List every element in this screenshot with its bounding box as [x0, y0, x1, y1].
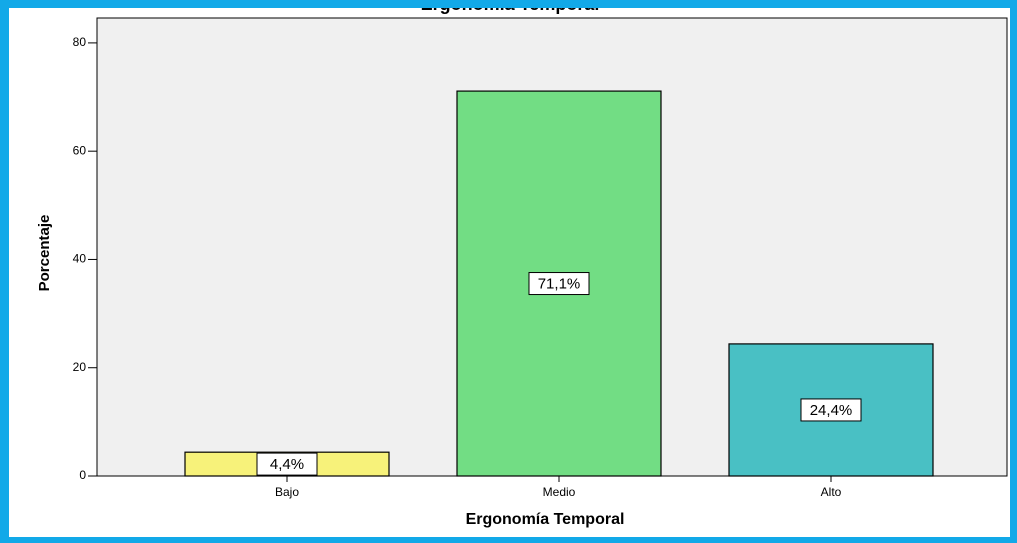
value-label: 24,4% [810, 402, 853, 419]
y-tick-label: 0 [79, 468, 86, 482]
y-tick-label: 60 [73, 143, 87, 157]
x-axis-label: Ergonomía Temporal [466, 511, 625, 528]
y-axis-label: Porcentaje [36, 215, 53, 292]
x-tick-label: Bajo [275, 485, 299, 499]
value-label-box [528, 272, 590, 296]
x-tick-label: Alto [821, 485, 842, 499]
y-tick-label: 80 [73, 35, 87, 49]
value-label: 4,4% [270, 456, 304, 473]
y-tick-label: 20 [73, 360, 87, 374]
x-tick-label: Medio [543, 485, 576, 499]
value-label: 71,1% [538, 276, 581, 293]
y-tick-label: 40 [73, 252, 87, 266]
value-label-box [800, 398, 862, 422]
value-label-box [256, 452, 318, 476]
